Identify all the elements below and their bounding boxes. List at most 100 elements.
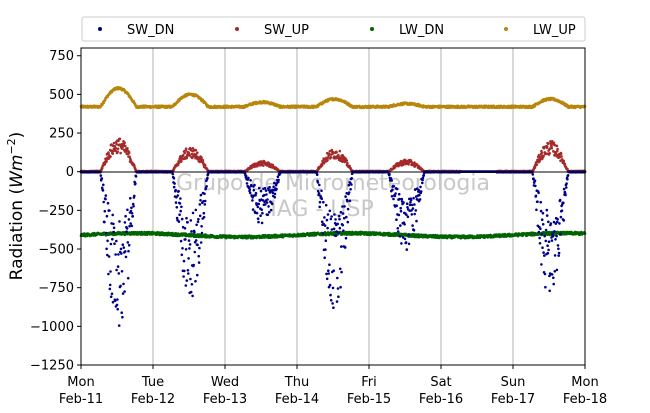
sw-up-point	[117, 148, 120, 151]
sw-up-point	[542, 155, 545, 158]
sw-dn-point	[118, 324, 121, 327]
sw-dn-point	[345, 237, 348, 240]
sw-dn-point	[112, 301, 115, 304]
sw-dn-point	[324, 248, 327, 251]
sw-dn-point	[334, 218, 337, 221]
sw-dn-point	[249, 192, 252, 195]
sw-dn-point	[203, 192, 206, 195]
sw-dn-point	[175, 201, 178, 204]
sw-dn-point	[342, 212, 345, 215]
sw-dn-point	[338, 232, 341, 235]
sw-dn-point	[318, 192, 321, 195]
sw-dn-point	[265, 193, 268, 196]
sw-dn-point	[192, 212, 195, 215]
sw-dn-point	[273, 196, 276, 199]
sw-dn-point	[330, 299, 333, 302]
sw-dn-point	[191, 283, 194, 286]
sw-dn-point	[326, 278, 329, 281]
sw-dn-point	[132, 215, 135, 218]
sw-dn-point	[200, 194, 203, 197]
sw-dn-point	[111, 293, 114, 296]
sw-up-point	[200, 157, 203, 160]
sw-dn-point	[116, 308, 119, 311]
sw-dn-point	[184, 227, 187, 230]
sw-dn-point	[135, 175, 138, 178]
watermark-line-2: IAG - USP	[270, 197, 373, 222]
sw-up-point	[119, 138, 122, 141]
sw-dn-point	[205, 185, 208, 188]
sw-dn-point	[109, 284, 112, 287]
sw-dn-point	[263, 194, 266, 197]
sw-dn-point	[132, 203, 135, 206]
sw-dn-point	[111, 238, 114, 241]
legend-label: LW_UP	[533, 23, 576, 38]
sw-up-point	[115, 147, 118, 150]
sw-dn-point	[321, 198, 324, 201]
sw-dn-point	[111, 214, 114, 217]
sw-up-point	[119, 152, 122, 155]
sw-dn-point	[348, 184, 351, 187]
sw-dn-point	[258, 187, 261, 190]
sw-dn-point	[275, 188, 278, 191]
sw-dn-point	[253, 184, 256, 187]
sw-dn-point	[179, 202, 182, 205]
sw-dn-point	[330, 218, 333, 221]
sw-up-point	[202, 160, 205, 163]
sw-dn-point	[316, 173, 319, 176]
sw-dn-point	[252, 208, 255, 211]
sw-dn-point	[123, 290, 126, 293]
sw-up-point	[345, 159, 348, 162]
sw-dn-point	[348, 191, 351, 194]
sw-dn-point	[110, 295, 113, 298]
sw-dn-point	[179, 197, 182, 200]
sw-up-point	[563, 160, 566, 163]
sw-up-point	[262, 164, 265, 167]
sw-dn-point	[328, 263, 331, 266]
sw-up-point	[104, 163, 107, 166]
sw-dn-point	[183, 260, 186, 263]
sw-dn-point	[128, 225, 131, 228]
sw-dn-point	[120, 252, 123, 255]
sw-dn-point	[105, 232, 108, 235]
sw-dn-point	[198, 261, 201, 264]
sw-dn-point	[198, 247, 201, 250]
sw-dn-point	[102, 189, 105, 192]
sw-dn-point	[133, 195, 136, 198]
sw-dn-point	[172, 173, 175, 176]
sw-dn-point	[336, 300, 339, 303]
sw-dn-point	[332, 306, 335, 309]
sw-dn-point	[325, 273, 328, 276]
sw-dn-point	[329, 284, 332, 287]
sw-dn-point	[187, 269, 190, 272]
sw-dn-point	[188, 247, 191, 250]
sw-up-point	[105, 160, 108, 163]
sw-dn-point	[185, 248, 188, 251]
sw-dn-point	[344, 246, 347, 249]
sw-dn-point	[201, 232, 204, 235]
sw-dn-point	[190, 219, 193, 222]
sw-dn-point	[124, 250, 127, 253]
sw-dn-point	[191, 295, 194, 298]
sw-dn-point	[340, 271, 343, 274]
sw-dn-point	[274, 193, 277, 196]
sw-dn-point	[128, 244, 131, 247]
sw-dn-point	[173, 182, 176, 185]
sw-dn-point	[267, 214, 270, 217]
sw-up-point	[111, 152, 114, 155]
sw-dn-point	[260, 190, 263, 193]
sw-dn-point	[349, 188, 352, 191]
sw-dn-point	[200, 241, 203, 244]
sw-dn-point	[346, 200, 349, 203]
sw-dn-point	[245, 175, 248, 178]
sw-dn-point	[333, 213, 336, 216]
sw-dn-point	[121, 316, 124, 319]
sw-dn-point	[176, 206, 179, 209]
sw-dn-point	[114, 299, 117, 302]
sw-dn-point	[185, 217, 188, 220]
sw-up-point	[556, 148, 559, 151]
sw-dn-point	[273, 182, 276, 185]
sw-dn-point	[327, 272, 330, 275]
sw-dn-point	[121, 270, 124, 273]
sw-dn-point	[131, 225, 134, 228]
sw-up-point	[124, 145, 127, 148]
